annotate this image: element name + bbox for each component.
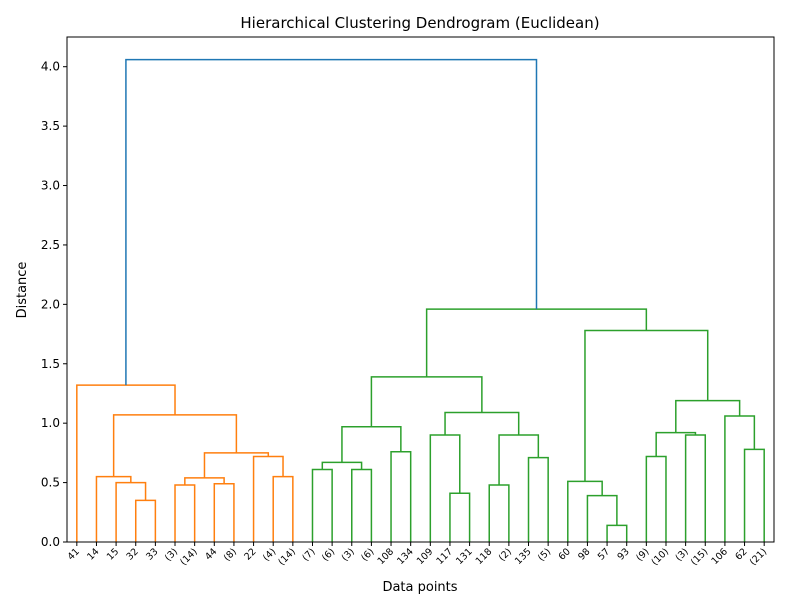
dendrogram-link-6 — [272, 475, 294, 542]
leaf-label: (3) — [673, 546, 690, 563]
dendrogram-link-16 — [449, 492, 471, 542]
y-tick-label: 1.0 — [41, 416, 60, 430]
dendrogram-link-2 — [95, 475, 132, 542]
y-axis-ticks: 0.0 0.5 1.0 1.5 2.0 2.5 3.0 3.5 4.0 — [41, 60, 67, 549]
leaf-label: 14 — [85, 546, 101, 562]
leaf-label: (6) — [320, 546, 337, 563]
dendrogram-link-17 — [429, 434, 461, 542]
dendrogram-link-12 — [351, 468, 373, 542]
plot-frame — [66, 36, 775, 543]
dendrogram-link-7 — [252, 455, 284, 542]
dendrogram-link-4 — [213, 483, 235, 542]
dendrogram-link-9 — [112, 414, 238, 477]
y-tick-label: 2.0 — [41, 297, 60, 311]
leaf-label: 93 — [615, 546, 631, 562]
leaf-label: (9) — [634, 546, 651, 563]
leaf-label: 98 — [576, 546, 592, 562]
leaf-label: (21) — [748, 546, 770, 568]
dendrogram-link-19 — [527, 456, 549, 542]
dendrogram-link-23 — [606, 524, 628, 542]
dendrogram-link-13 — [321, 461, 363, 470]
dendrogram-link-22 — [370, 376, 483, 427]
leaf-label: 57 — [596, 546, 612, 562]
dendrogram-link-11 — [311, 468, 333, 542]
y-tick-label: 4.0 — [41, 60, 60, 74]
dendrogram-link-29 — [743, 448, 765, 542]
leaf-label: (5) — [536, 546, 553, 563]
y-tick-label: 0.0 — [41, 535, 60, 549]
dendrogram-link-10 — [76, 384, 176, 542]
dendrogram-link-33 — [425, 308, 648, 377]
leaf-label: 135 — [513, 546, 534, 567]
leaf-label: 108 — [376, 546, 397, 567]
dendrogram-link-34 — [125, 58, 538, 386]
leaf-label: (4) — [261, 546, 278, 563]
dendrogram-links — [76, 58, 765, 542]
leaf-label: (14) — [276, 546, 298, 568]
leaf-label: (3) — [340, 546, 357, 563]
leaf-label: 60 — [557, 546, 573, 562]
leaf-label: (2) — [497, 546, 514, 563]
leaf-label: 134 — [395, 546, 416, 567]
dendrogram-link-1 — [115, 481, 147, 542]
leaf-label: 117 — [434, 546, 455, 567]
leaf-label: (8) — [222, 546, 239, 563]
dendrogram-link-3 — [174, 484, 196, 542]
y-tick-label: 0.5 — [41, 476, 60, 490]
dendrogram-link-24 — [586, 494, 618, 542]
leaf-label: 41 — [66, 546, 82, 562]
leaf-label: 131 — [454, 546, 475, 567]
y-tick-label: 3.0 — [41, 179, 60, 193]
dendrogram-link-14 — [390, 450, 412, 542]
dendrogram-link-20 — [498, 434, 540, 485]
chart-title: Hierarchical Clustering Dendrogram (Eucl… — [240, 14, 599, 32]
dendrogram-link-25 — [567, 480, 603, 542]
x-axis-title: Data points — [382, 580, 457, 595]
leaf-label: (10) — [650, 546, 672, 568]
leaf-label: (15) — [689, 546, 711, 568]
dendrogram-link-0 — [134, 499, 157, 542]
dendrogram-link-26 — [645, 455, 667, 542]
leaf-label: 118 — [474, 546, 495, 567]
leaf-label: 33 — [144, 546, 160, 562]
y-tick-label: 3.5 — [41, 119, 60, 133]
dendrogram-link-30 — [724, 415, 756, 542]
leaf-label: 15 — [105, 546, 121, 562]
dendrogram-link-27 — [684, 434, 707, 542]
y-axis-title: Distance — [15, 262, 30, 319]
x-axis-leaf-labels: 41 14 15 32 33 (3)(14) 44 (8) 22 (4)(14) (7) (6) (3)… — [66, 542, 770, 568]
leaf-label: 22 — [242, 546, 258, 562]
y-tick-label: 1.5 — [41, 357, 60, 371]
y-tick-label: 2.5 — [41, 238, 60, 252]
leaf-label: 32 — [125, 546, 141, 562]
leaf-label: (3) — [163, 546, 180, 563]
leaf-label: (6) — [359, 546, 376, 563]
dendrogram-link-28 — [655, 431, 697, 457]
leaf-label: 109 — [415, 546, 436, 567]
dendrogram-link-15 — [341, 425, 402, 463]
dendrogram-link-21 — [444, 411, 520, 436]
leaf-label: (7) — [300, 546, 317, 563]
leaf-label: 106 — [709, 546, 730, 567]
dendrogram-link-18 — [488, 484, 510, 542]
leaf-label: (14) — [178, 546, 200, 568]
leaf-label: 44 — [203, 546, 219, 562]
